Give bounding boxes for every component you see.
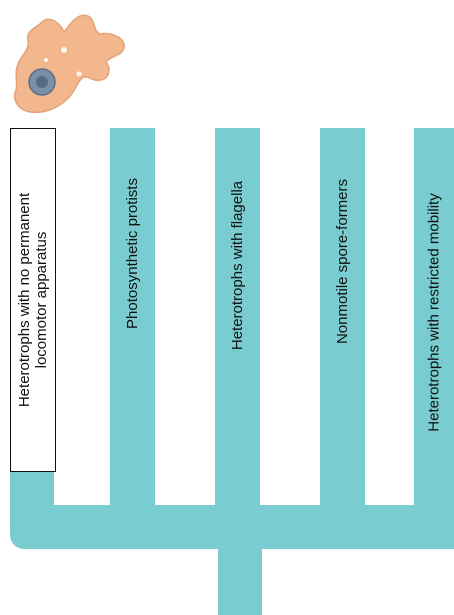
amoeba-nucleolus [36,76,48,88]
amoeba-vacuole-2 [76,71,82,77]
branch-label-3-line-1: Heterotrophs with flagella [229,180,247,350]
branch-label-4-line-1: Nonmotile spore-formers [334,178,351,344]
tree-trunk [218,548,262,615]
branch-stem-4 [320,128,365,510]
branch-stem-2 [110,128,155,510]
branch-label-5-line-1: Heterotrophs with restricted mobility [425,192,443,432]
amoeba-icon [14,14,125,114]
branch-label-1-line-2: locomotor apparatus [33,231,51,369]
branch-stem-3 [215,128,260,510]
branch-stem-5 [414,128,454,510]
amoeba-body [14,14,125,114]
branch-label-5: Heterotrophs with restricted mobility [414,130,454,494]
tree-crossbar [10,505,454,549]
branch-label-4: Nonmotile spore-formers [320,130,365,392]
branch-label-3: Heterotrophs with flagella [215,130,260,400]
branch-label-2: Photosynthetic protists [110,130,155,376]
branch-label-1-line-1: Heterotrophs with no permanent [16,192,34,408]
amoeba-vacuole-1 [61,47,67,53]
amoeba-vacuole-3 [44,58,48,62]
branch-label-1: Heterotrophs with no permanent locomotor… [10,128,56,472]
branch-label-2-line-1: Photosynthetic protists [124,177,142,329]
branch-stem-1 [10,470,54,510]
